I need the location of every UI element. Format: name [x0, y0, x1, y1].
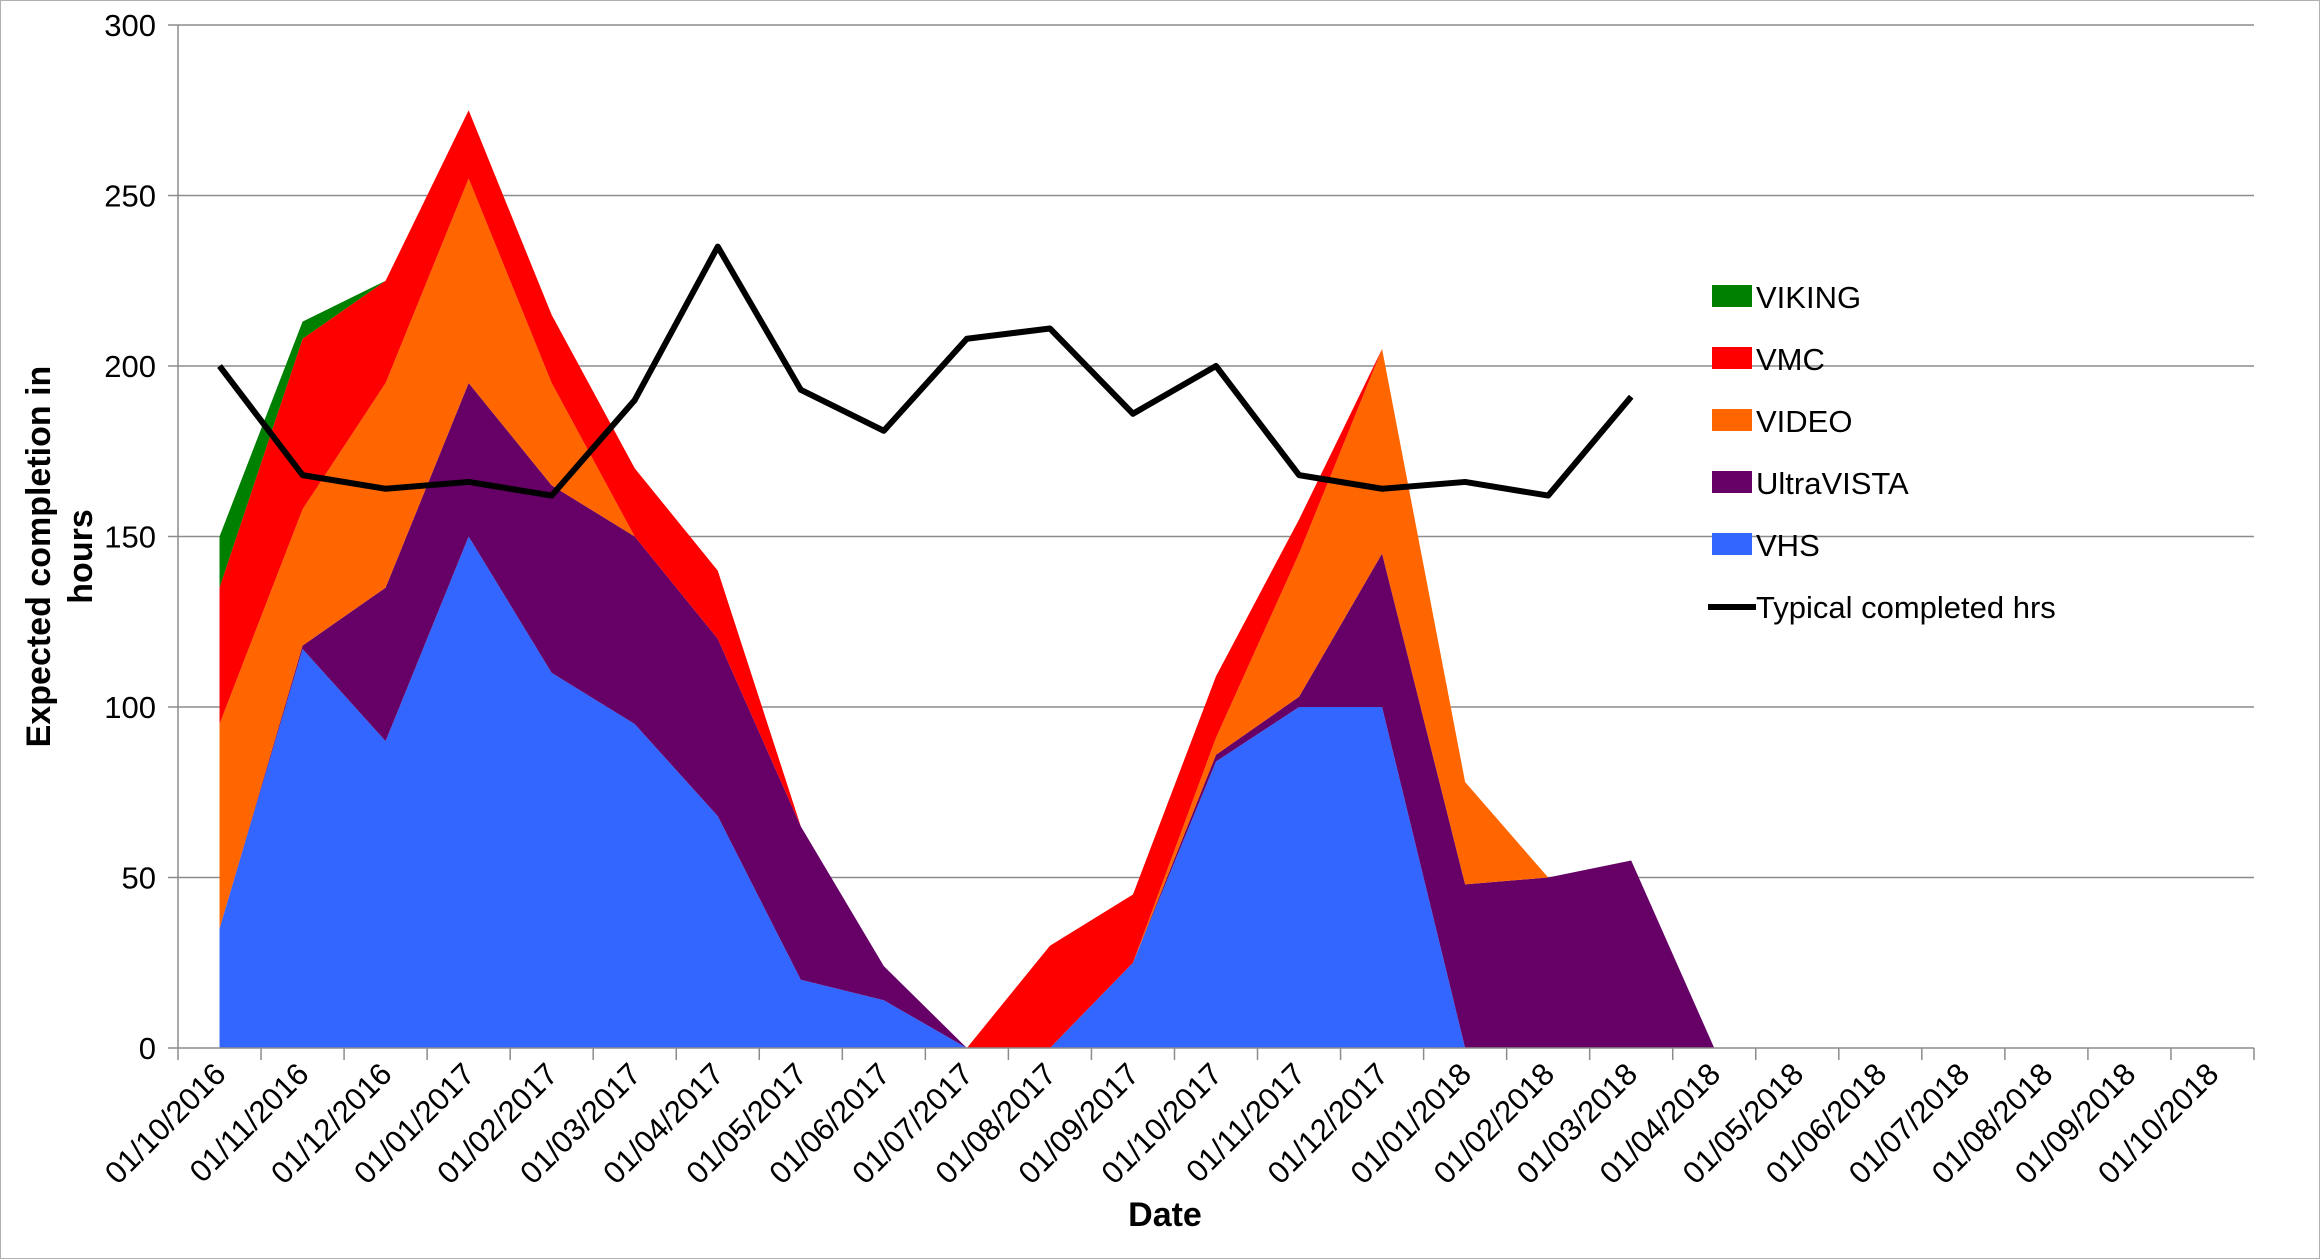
legend-label: UltraVISTA	[1756, 466, 1909, 501]
legend-swatch	[1712, 471, 1752, 493]
area-vhs	[219, 536, 1715, 1048]
legend-swatch	[1712, 347, 1752, 369]
y-tick-label: 150	[104, 520, 156, 555]
line-typical-completed-hrs	[217, 243, 1634, 499]
y-tick-label: 100	[104, 690, 156, 725]
y-tick-label: 50	[122, 861, 156, 896]
line-series	[217, 243, 1634, 499]
legend-swatch	[1712, 533, 1752, 555]
area-ultravista	[219, 383, 1715, 1048]
area-series	[219, 110, 1715, 1048]
legend-label: VIKING	[1756, 280, 1861, 315]
x-axis-title: Date	[1128, 1196, 1202, 1234]
legend-swatch	[1712, 285, 1752, 307]
legend-label: VHS	[1756, 528, 1820, 563]
area-video	[219, 178, 1715, 1048]
legend-label: VIDEO	[1756, 404, 1852, 439]
y-tick-label: 300	[104, 8, 156, 43]
legend-label: Typical completed hrs	[1756, 590, 2056, 625]
y-axis-title: Expected completion in hours	[20, 366, 100, 748]
y-tick-label: 250	[104, 179, 156, 214]
legend-swatch	[1712, 409, 1752, 431]
legend-label: VMC	[1756, 342, 1825, 377]
legend: VIKING VMC VIDEO UltraVISTA VHS Typical compl…	[1708, 280, 2056, 625]
y-tick-label: 200	[104, 349, 156, 384]
axes	[177, 25, 2255, 1060]
y-tick-label: 0	[139, 1031, 156, 1066]
